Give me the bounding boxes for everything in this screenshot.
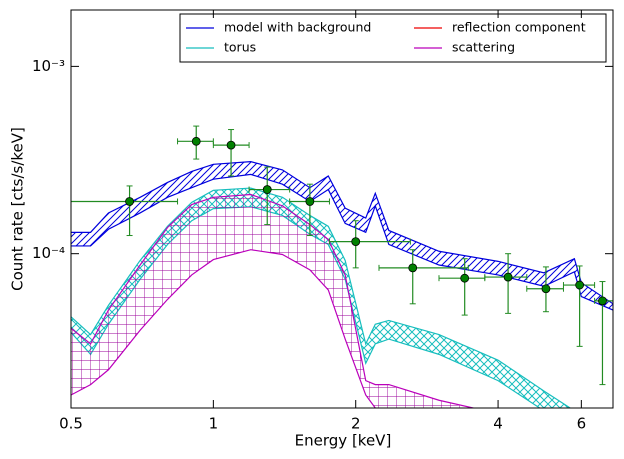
x-tick-label: 2 bbox=[351, 415, 361, 433]
legend-label: torus bbox=[224, 40, 256, 55]
band-upper-line bbox=[71, 161, 613, 305]
y-axis-label: Count rate [cts/s/keV] bbox=[9, 127, 27, 291]
band-hatch bbox=[71, 194, 474, 408]
data-point bbox=[408, 263, 418, 273]
band-lower-line bbox=[71, 249, 377, 408]
legend-label: model with background bbox=[224, 20, 371, 35]
band-upper-line bbox=[71, 193, 476, 408]
band-upper-line bbox=[71, 187, 572, 408]
legend-label: reflection component bbox=[452, 20, 586, 35]
legend: model with background torus reflection com… bbox=[186, 20, 586, 55]
x-tick-label: 1 bbox=[209, 415, 219, 433]
axes-frame bbox=[70, 9, 614, 409]
y-tick-label: 10⁻³ bbox=[32, 57, 65, 75]
data-point bbox=[598, 296, 607, 306]
data-point bbox=[191, 136, 201, 146]
data-point bbox=[226, 140, 236, 150]
band-hatch bbox=[71, 188, 571, 408]
x-tick-label: 0.5 bbox=[59, 415, 83, 433]
data-point bbox=[541, 284, 551, 294]
data-point bbox=[503, 272, 513, 282]
x-tick-label: 6 bbox=[577, 415, 587, 433]
data-point bbox=[262, 185, 272, 194]
data-point bbox=[460, 273, 470, 283]
x-tick-label: 4 bbox=[493, 415, 503, 433]
plot-area bbox=[71, 125, 613, 408]
data-point bbox=[125, 197, 134, 206]
data-point bbox=[351, 237, 361, 247]
x-axis-label: Energy [keV] bbox=[295, 432, 392, 450]
legend-label: scattering bbox=[452, 40, 515, 55]
legend-box bbox=[179, 13, 607, 63]
data-point bbox=[305, 197, 315, 206]
data-point bbox=[575, 280, 585, 290]
band-lower-line bbox=[71, 173, 613, 311]
y-tick-label: 10⁻⁴ bbox=[32, 244, 65, 262]
